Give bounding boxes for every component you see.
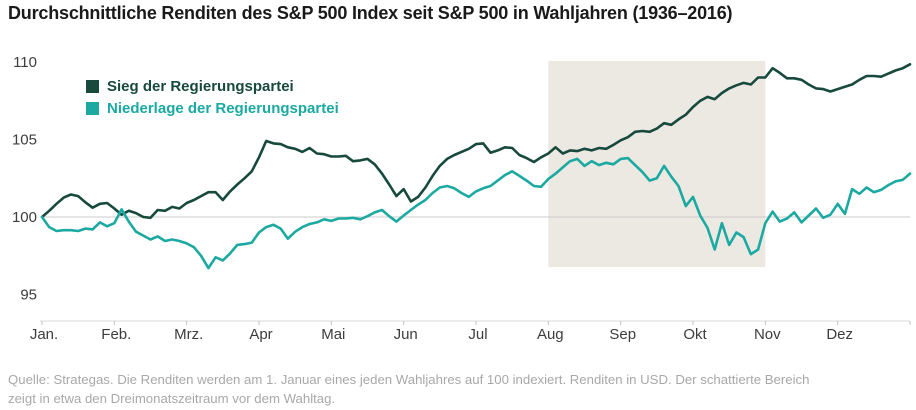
y-axis-label: 100: [12, 209, 37, 226]
y-axis-label: 105: [12, 132, 37, 149]
source-note-line1: Quelle: Strategas. Die Renditen werden a…: [8, 372, 810, 387]
shaded-region: [548, 61, 766, 267]
x-axis-label: Mrz.: [174, 326, 203, 343]
legend-label-niederlage: Niederlage der Regierungspartei: [107, 99, 339, 117]
y-axis-label: 95: [20, 287, 37, 304]
legend-item-sieg: Sieg der Regierungspartei: [86, 75, 339, 97]
legend-label-sieg: Sieg der Regierungspartei: [107, 77, 294, 95]
chart-title: Durchschnittliche Renditen des S&P 500 I…: [8, 3, 733, 23]
source-note-line2: zeigt in etwa den Dreimonatszeitraum vor…: [8, 390, 336, 406]
x-axis-label: Dez: [826, 326, 853, 343]
series-line-sieg: [40, 63, 912, 220]
x-axis-label: Jul: [468, 326, 487, 343]
x-axis-label: Sep: [609, 326, 636, 343]
line-chart: 110 105 100 95 Jan. Feb. Mrz. Apr Mai Jun Jul Aug Se…: [12, 54, 912, 343]
x-axis-label: Feb.: [101, 326, 131, 343]
x-axis-label: Apr: [249, 326, 272, 343]
x-axis-label: Aug: [537, 326, 564, 343]
x-axis-label: Okt: [683, 326, 707, 343]
x-axis-label: Mai: [321, 326, 345, 343]
legend-swatch-niederlage-icon: [86, 101, 99, 115]
source-note: Quelle: Strategas. Die Renditen werden a…: [8, 371, 809, 408]
y-axis-label: 110: [13, 54, 37, 71]
legend-item-niederlage: Niederlage der Regierungspartei: [86, 97, 339, 119]
legend: Sieg der Regierungspartei Niederlage der…: [86, 75, 339, 119]
x-axis-label: Jan.: [30, 326, 58, 343]
legend-swatch-sieg-icon: [86, 79, 99, 93]
x-axis-label: Nov: [754, 326, 781, 343]
series-line-niederlage: [40, 156, 912, 270]
x-axis-label: Jun: [394, 326, 418, 343]
